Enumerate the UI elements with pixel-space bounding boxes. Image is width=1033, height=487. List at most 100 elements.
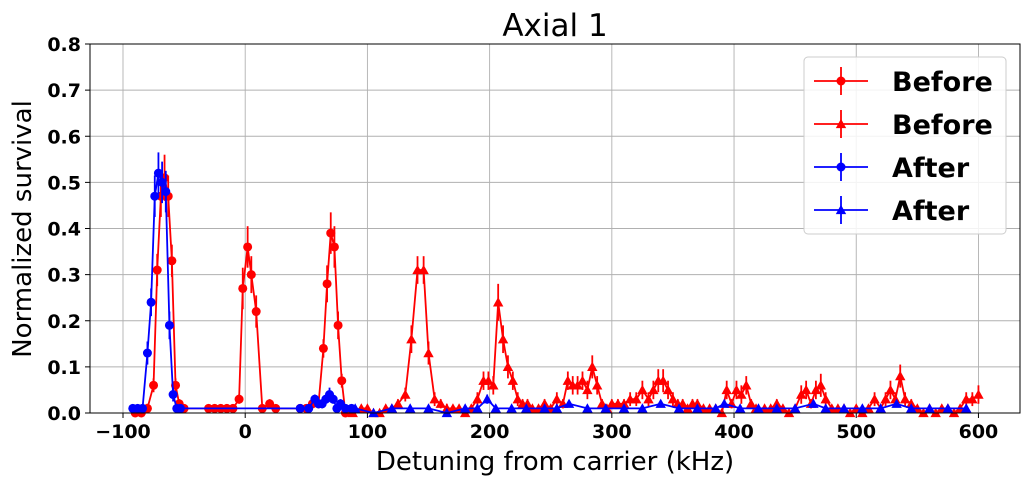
data-point (815, 380, 827, 390)
data-point (243, 242, 253, 252)
data-point (838, 403, 850, 413)
series-4 (349, 393, 972, 418)
legend-label: Before (892, 67, 993, 98)
legend-item: After (814, 153, 970, 184)
legend-label: Before (892, 110, 993, 141)
data-point (497, 334, 509, 344)
legend-box (803, 56, 1007, 235)
x-tick-label: 200 (470, 421, 510, 443)
y-tick-label: 0.4 (47, 219, 81, 241)
data-point (251, 307, 261, 317)
data-point (741, 380, 752, 390)
x-axis-label: Detuning from carrier (kHz) (376, 447, 734, 477)
x-tick-label: −100 (95, 421, 151, 443)
data-point (512, 393, 523, 404)
x-tick-label: 600 (959, 421, 999, 443)
legend-marker (836, 162, 846, 172)
legend-label: After (892, 153, 970, 184)
y-tick-label: 0.3 (47, 265, 81, 287)
data-point (637, 384, 648, 395)
data-point (930, 407, 941, 418)
data-point (472, 393, 483, 404)
data-point (667, 393, 679, 404)
data-point (961, 403, 972, 413)
data-point (563, 398, 575, 408)
data-point (164, 320, 174, 330)
data-point (662, 384, 674, 395)
data-point (783, 407, 795, 418)
x-tick-label: 400 (714, 421, 754, 443)
series-3 (128, 152, 357, 413)
data-point (400, 389, 411, 399)
data-point (522, 398, 533, 408)
x-tick-label: 300 (592, 421, 632, 443)
data-point (906, 403, 917, 413)
data-point (618, 403, 630, 413)
data-point (404, 403, 416, 413)
data-point (924, 403, 935, 413)
data-point (880, 393, 891, 404)
data-point (890, 393, 901, 404)
data-point (175, 403, 185, 413)
legend-item: Before (814, 67, 993, 98)
data-point (869, 393, 880, 404)
data-point (161, 187, 171, 197)
data-point (146, 297, 156, 307)
y-tick-label: 0.5 (47, 172, 81, 194)
data-point (789, 403, 801, 413)
data-point (734, 403, 746, 413)
data-point (483, 375, 494, 385)
data-point (736, 389, 747, 399)
data-point (502, 361, 514, 372)
data-point (328, 394, 338, 404)
data-point (157, 177, 167, 187)
data-point (771, 403, 783, 413)
data-point (506, 403, 517, 413)
data-point (472, 403, 483, 413)
series-2 (347, 256, 984, 418)
data-point (899, 393, 911, 404)
y-tick-label: 0.7 (47, 80, 81, 102)
data-point (800, 384, 812, 395)
data-point (631, 393, 642, 404)
data-point (337, 376, 347, 386)
data-point (891, 398, 902, 408)
y-tick-label: 0.6 (47, 126, 81, 148)
legend-marker (836, 76, 846, 86)
data-point (167, 256, 177, 266)
data-point (234, 394, 244, 404)
legend-marker (835, 118, 847, 129)
data-point (492, 297, 504, 307)
data-point (731, 384, 742, 395)
data-point (655, 398, 666, 408)
data-point (551, 403, 563, 413)
data-point (600, 403, 611, 413)
data-point (265, 399, 275, 409)
x-tick-label: 500 (836, 421, 876, 443)
data-point (304, 403, 314, 413)
data-point (942, 403, 954, 413)
y-tick-label: 0.8 (47, 34, 81, 56)
data-point (721, 384, 732, 395)
data-point (423, 347, 434, 358)
data-point (459, 403, 471, 413)
data-point (329, 242, 339, 252)
legend-label: After (892, 196, 970, 227)
y-tick-label: 0.2 (47, 311, 81, 333)
data-point (392, 398, 404, 408)
data-point (562, 375, 574, 385)
data-point (406, 334, 417, 344)
data-point (150, 191, 160, 201)
data-point (142, 348, 152, 358)
data-point (716, 407, 728, 418)
legend: Before Before After After (803, 56, 1007, 235)
x-tick-label: 100 (348, 421, 388, 443)
data-point (587, 361, 598, 372)
legend-item: After (814, 196, 970, 227)
data-point (481, 393, 493, 404)
data-point (885, 384, 896, 395)
data-point (692, 403, 703, 413)
data-point (857, 403, 868, 413)
data-point (745, 398, 757, 408)
